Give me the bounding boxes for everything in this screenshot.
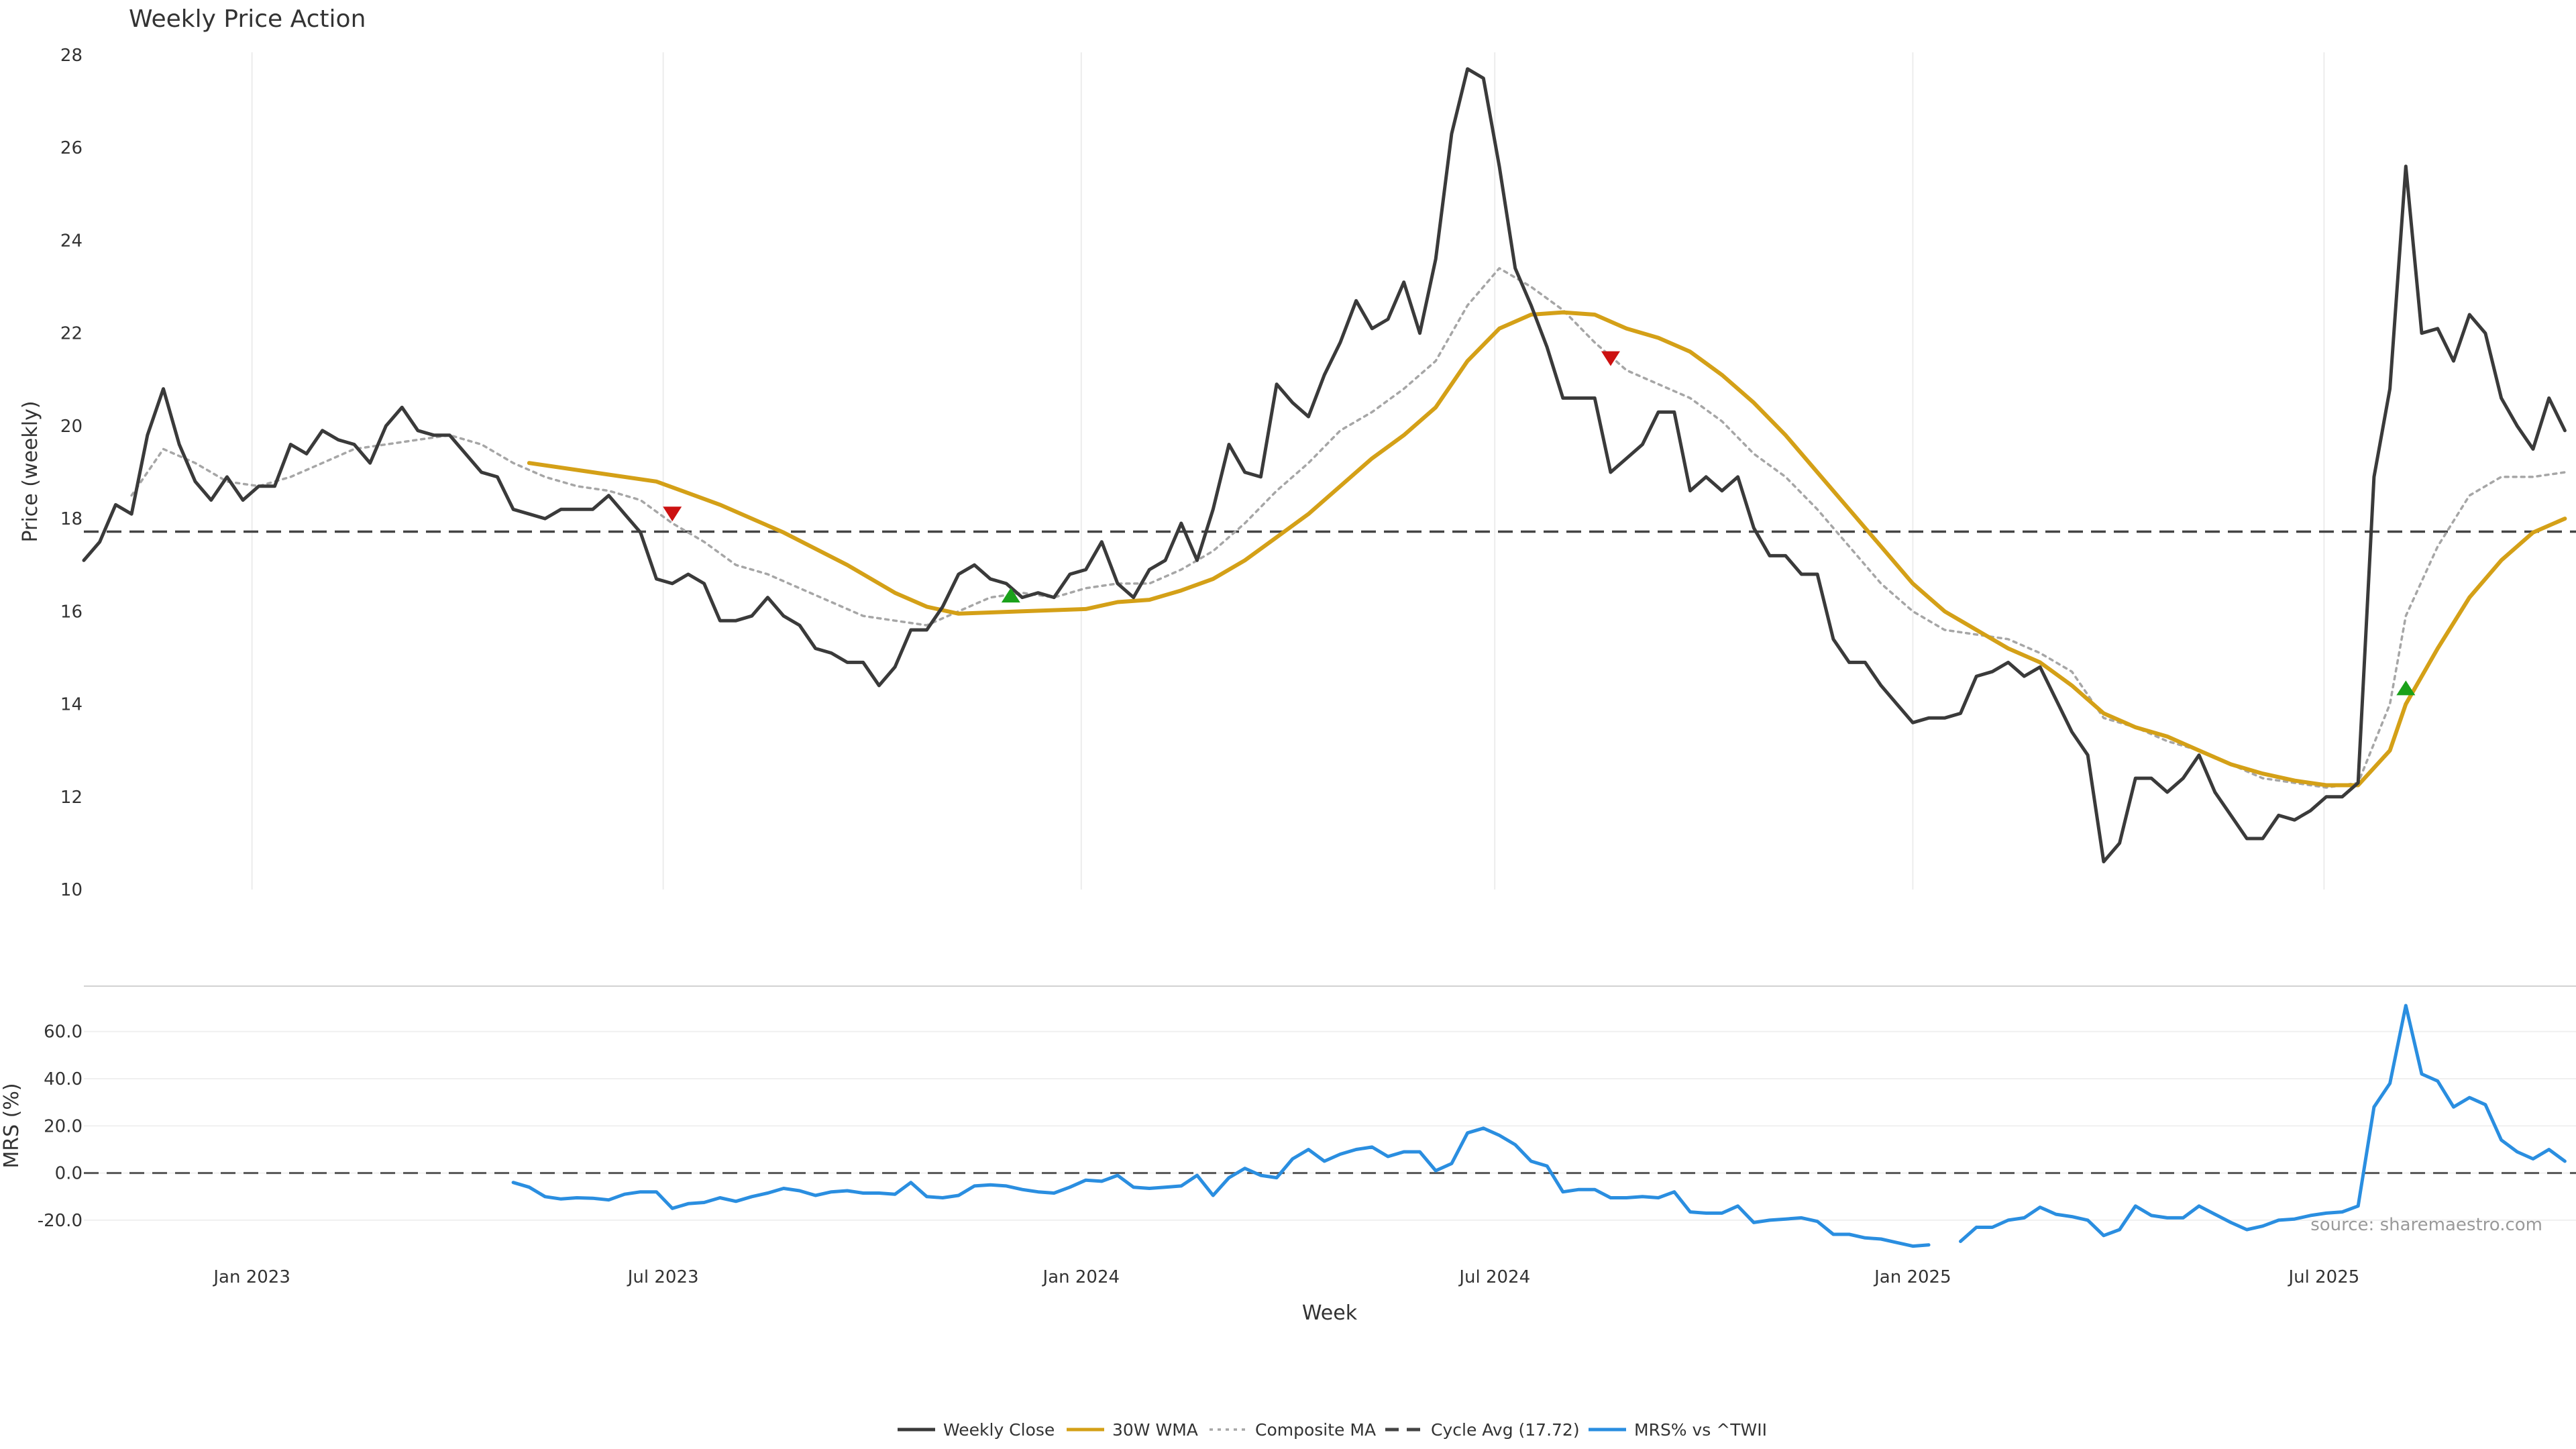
mrs-y-axis-label: MRS (%) (0, 1083, 23, 1168)
series-weekly-close (82, 67, 2567, 863)
x-tick-label: Jan 2024 (1042, 1267, 1120, 1287)
series-mrs-vs-twii (1959, 1004, 2567, 1243)
price-y-tick-label: 18 (60, 509, 83, 529)
x-tick-label: Jan 2025 (1873, 1267, 1951, 1287)
mrs-y-tick-label: -20.0 (38, 1211, 83, 1231)
signal-markers (663, 351, 2416, 696)
mrs-y-tick-label: 40.0 (44, 1069, 83, 1089)
chart-title: Weekly Price Action (129, 5, 366, 33)
legend-label: MRS% vs ^TWII (1634, 1420, 1767, 1440)
price-grid (251, 52, 2325, 890)
buy-signal-marker (1001, 588, 1020, 603)
x-tick-label: Jul 2023 (627, 1267, 699, 1287)
x-axis-label: Week (1302, 1301, 1358, 1325)
x-axis-ticks: Jan 2023 Jul 2023 Jan 2024 Jul 2024 Jan 2025… (212, 1267, 2359, 1287)
mrs-y-ticks: -20.0 0.0 20.0 40.0 60.0 (38, 1022, 83, 1231)
series-mrs-vs-twii (511, 1126, 1931, 1248)
price-y-tick-label: 26 (60, 138, 83, 158)
series-composite-ma (130, 267, 2567, 789)
price-panel: 10 12 14 16 18 20 22 24 26 28 Price (weekly) (19, 46, 2576, 900)
x-tick-label: Jul 2024 (1458, 1267, 1530, 1287)
legend-label: Cycle Avg (17.72) (1431, 1420, 1580, 1440)
mrs-y-tick-label: 60.0 (44, 1022, 83, 1042)
legend: Weekly Close 30W WMA Composite MA Cycle Avg… (898, 1420, 1767, 1440)
price-y-tick-label: 22 (60, 324, 83, 344)
legend-label: 30W WMA (1112, 1420, 1198, 1440)
price-y-ticks: 10 12 14 16 18 20 22 24 26 28 (60, 46, 83, 900)
price-y-tick-label: 16 (60, 602, 83, 622)
price-y-tick-label: 24 (60, 231, 83, 251)
x-tick-label: Jan 2023 (212, 1267, 290, 1287)
mrs-panel: -20.0 0.0 20.0 40.0 60.0 MRS (%) source: sha… (0, 1004, 2576, 1248)
sell-signal-marker (1601, 351, 1620, 366)
price-y-tick-label: 10 (60, 880, 83, 900)
buy-signal-marker (2396, 680, 2416, 696)
price-y-tick-label: 28 (60, 46, 83, 66)
mrs-series (511, 1004, 2567, 1248)
price-y-tick-label: 14 (60, 695, 83, 715)
x-tick-label: Jul 2025 (2288, 1267, 2360, 1287)
mrs-y-tick-label: 20.0 (44, 1116, 83, 1136)
legend-label: Composite MA (1255, 1420, 1376, 1440)
mrs-y-tick-label: 0.0 (55, 1164, 83, 1184)
series-30w-wma (527, 310, 2567, 788)
source-note: source: sharemaestro.com (2310, 1215, 2542, 1235)
price-y-tick-label: 12 (60, 788, 83, 808)
sell-signal-marker (663, 506, 682, 522)
price-y-tick-label: 20 (60, 417, 83, 437)
price-series (82, 67, 2567, 863)
price-y-axis-label: Price (weekly) (19, 400, 42, 542)
legend-label: Weekly Close (943, 1420, 1055, 1440)
